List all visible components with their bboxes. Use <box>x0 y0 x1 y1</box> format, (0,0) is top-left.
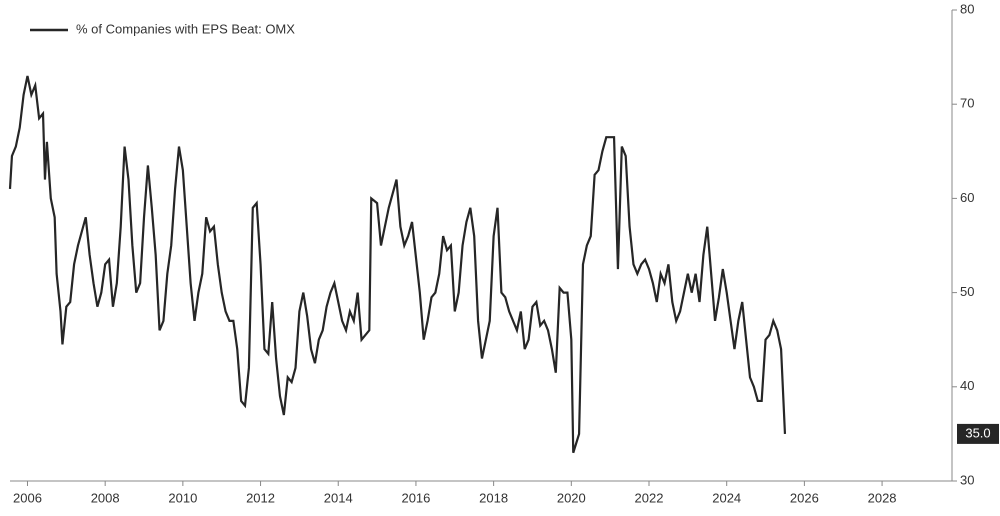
y-tick-label: 60 <box>960 190 974 205</box>
data-line <box>8 75 787 454</box>
x-tick-label: 2010 <box>168 490 197 505</box>
y-tick-label: 30 <box>960 472 974 487</box>
value-label-box <box>957 423 999 444</box>
x-tick-label: 2028 <box>868 490 897 505</box>
x-tick-label: 2026 <box>790 490 819 505</box>
x-tick-label: 2006 <box>13 490 42 505</box>
x-tick-label: 2008 <box>91 490 120 505</box>
x-tick-label: 2020 <box>557 490 586 505</box>
y-tick-label: 40 <box>960 378 974 393</box>
plot-frame <box>10 10 953 482</box>
value-label: 35.0 <box>965 425 990 440</box>
legend-label: % of Companies with EPS Beat: OMX <box>76 21 295 36</box>
y-tick-label: 80 <box>960 1 974 16</box>
y-tick-label: 70 <box>960 96 974 111</box>
x-tick-label: 2022 <box>635 490 664 505</box>
x-tick-label: 2014 <box>324 490 353 505</box>
x-tick-label: 2012 <box>246 490 275 505</box>
x-tick-label: 2024 <box>712 490 741 505</box>
x-tick-label: 2018 <box>479 490 508 505</box>
y-tick-label: 50 <box>960 284 974 299</box>
x-tick-label: 2016 <box>401 490 430 505</box>
